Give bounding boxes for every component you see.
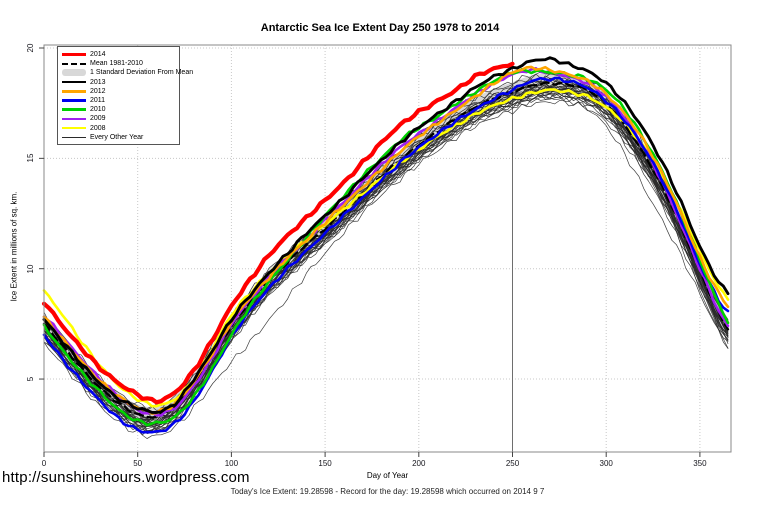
series-line-2011 <box>42 76 730 434</box>
y-tick-label: 15 <box>26 153 35 163</box>
legend-swatch <box>62 114 86 123</box>
legend-label: 2009 <box>90 115 106 123</box>
legend-item-2012: 2012 <box>62 87 175 96</box>
legend-item-2014: 2014 <box>62 50 175 59</box>
y-tick-label: 20 <box>26 43 35 53</box>
y-axis-label: Ice Extent in millions of sq. km. <box>9 191 19 302</box>
legend-item-mean-1981-2010: Mean 1981-2010 <box>62 59 175 68</box>
legend-item-2010: 2010 <box>62 105 175 114</box>
legend-swatch <box>62 124 86 133</box>
legend-swatch <box>62 68 86 77</box>
legend-label: 2013 <box>90 78 106 86</box>
legend: 2014 Mean 1981-2010 1 Standard Deviation F… <box>57 46 193 145</box>
x-tick-label: 200 <box>412 459 426 468</box>
legend-item-2009: 2009 <box>62 114 175 123</box>
legend-label: 2011 <box>90 97 106 105</box>
legend-swatch <box>62 59 86 68</box>
series-line-2013 <box>42 56 730 414</box>
legend-label: 2010 <box>90 106 106 114</box>
legend-label: 2014 <box>90 51 106 59</box>
legend-swatch <box>62 96 86 105</box>
series-line-2010 <box>42 67 730 427</box>
footer-url: http://sunshinehours.wordpress.com <box>2 469 250 486</box>
legend-swatch <box>62 78 86 87</box>
legend-label: Mean 1981-2010 <box>90 60 143 68</box>
plot-border <box>43 44 732 453</box>
legend-label: Every Other Year <box>90 133 144 141</box>
x-tick-label: 250 <box>505 459 520 468</box>
legend-item-1-standard-deviation-from-mean: 1 Standard Deviation From Mean <box>62 68 193 77</box>
legend-swatch <box>62 133 86 142</box>
footer-status: Today's Ice Extent: 19.28598 - Record fo… <box>230 487 545 496</box>
x-tick-label: 150 <box>318 459 332 468</box>
chart-title: Antarctic Sea Ice Extent Day 250 1978 to… <box>260 22 500 34</box>
legend-item-2008: 2008 <box>62 124 175 133</box>
other-year-line <box>43 96 729 436</box>
x-tick-label: 0 <box>41 459 47 468</box>
x-tick-label: 350 <box>693 459 707 468</box>
legend-label: 2008 <box>90 124 106 132</box>
x-axis-label: Day of Year <box>366 471 409 480</box>
legend-swatch <box>62 87 86 96</box>
series-line-2014 <box>41 61 515 405</box>
y-tick-label: 10 <box>26 264 35 274</box>
other-year-line <box>43 92 729 432</box>
x-tick-label: 50 <box>133 459 143 468</box>
series-line-2009 <box>42 67 730 417</box>
x-tick-label: 100 <box>224 459 239 468</box>
legend-label: 1 Standard Deviation From Mean <box>90 69 194 77</box>
x-tick-label: 300 <box>599 459 613 468</box>
other-year-line <box>43 89 729 427</box>
legend-item-2013: 2013 <box>62 78 175 87</box>
other-year-line <box>43 99 729 439</box>
other-year-line <box>43 95 729 435</box>
legend-item-every-other-year: Every Other Year <box>62 133 175 142</box>
legend-item-2011: 2011 <box>62 96 175 105</box>
legend-swatch <box>62 50 86 59</box>
other-year-line <box>43 89 729 428</box>
axis-ticks <box>39 47 701 457</box>
legend-label: 2012 <box>90 87 106 95</box>
y-tick-label: 5 <box>26 376 35 382</box>
legend-swatch <box>62 105 86 114</box>
